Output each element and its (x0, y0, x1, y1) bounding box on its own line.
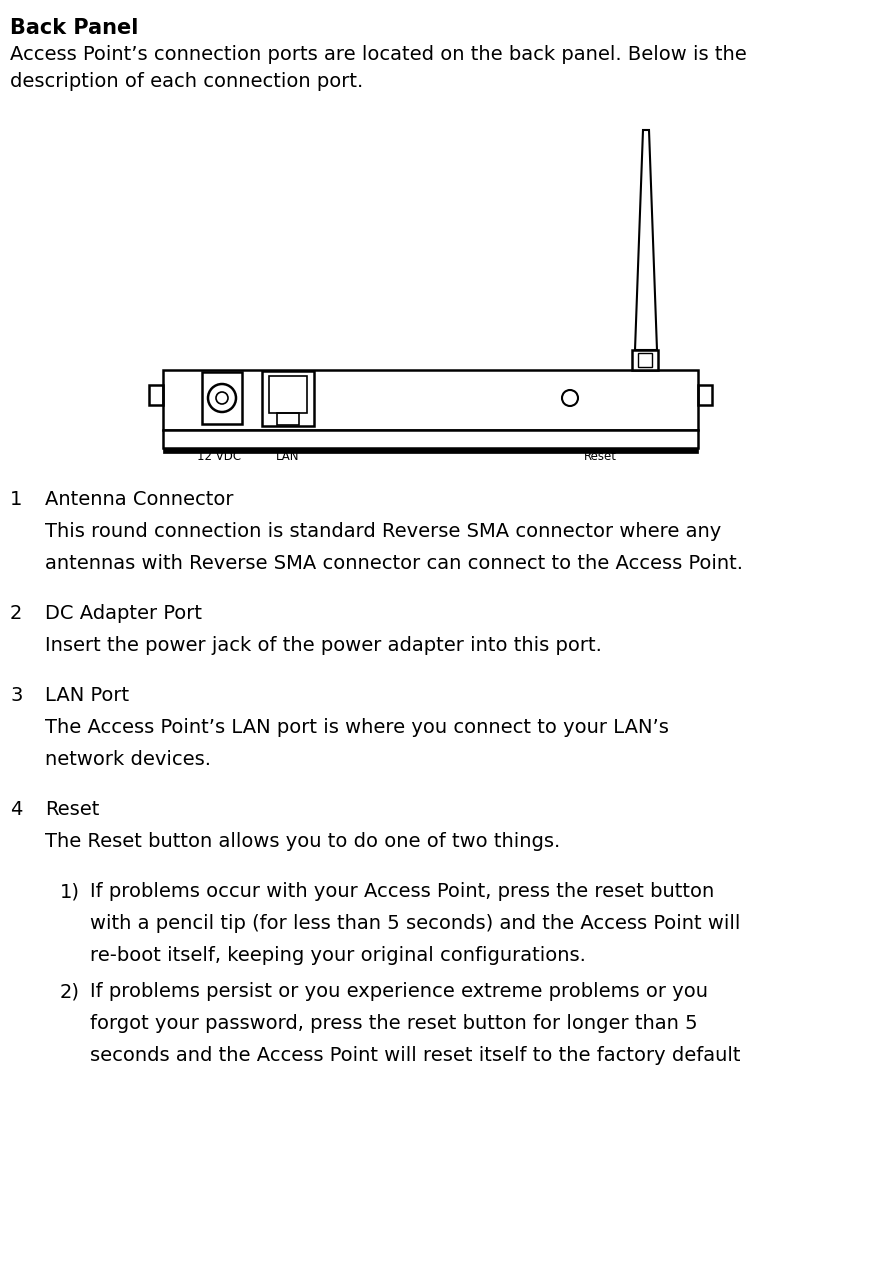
Text: network devices.: network devices. (45, 750, 211, 769)
Text: 2: 2 (10, 604, 23, 622)
Text: The Access Point’s LAN port is where you connect to your LAN’s: The Access Point’s LAN port is where you… (45, 718, 669, 737)
Text: 1): 1) (60, 882, 80, 901)
Text: description of each connection port.: description of each connection port. (10, 72, 363, 91)
Polygon shape (638, 353, 652, 367)
Text: If problems persist or you experience extreme problems or you: If problems persist or you experience ex… (90, 982, 708, 1001)
Polygon shape (262, 371, 314, 426)
Text: Reset: Reset (45, 800, 99, 819)
Text: DC Adapter Port: DC Adapter Port (45, 604, 202, 622)
Text: forgot your password, press the reset button for longer than 5: forgot your password, press the reset bu… (90, 1013, 698, 1033)
Polygon shape (635, 130, 657, 350)
Text: This round connection is standard Reverse SMA connector where any: This round connection is standard Revers… (45, 521, 721, 541)
Text: Reset: Reset (583, 450, 616, 463)
Circle shape (208, 383, 236, 412)
Text: seconds and the Access Point will reset itself to the factory default: seconds and the Access Point will reset … (90, 1045, 740, 1065)
Text: re-boot itself, keeping your original configurations.: re-boot itself, keeping your original co… (90, 946, 586, 965)
Polygon shape (632, 350, 658, 371)
Polygon shape (163, 449, 698, 452)
Text: 2): 2) (60, 982, 80, 1001)
Text: If problems occur with your Access Point, press the reset button: If problems occur with your Access Point… (90, 882, 714, 901)
Text: Access Point’s connection ports are located on the back panel. Below is the: Access Point’s connection ports are loca… (10, 45, 746, 64)
Text: 1: 1 (10, 489, 23, 509)
Polygon shape (163, 429, 698, 449)
Text: The Reset button allows you to do one of two things.: The Reset button allows you to do one of… (45, 832, 561, 851)
Text: Insert the power jack of the power adapter into this port.: Insert the power jack of the power adapt… (45, 636, 602, 656)
Text: Back Panel: Back Panel (10, 18, 138, 38)
Text: with a pencil tip (for less than 5 seconds) and the Access Point will: with a pencil tip (for less than 5 secon… (90, 914, 740, 933)
Text: LAN Port: LAN Port (45, 686, 129, 705)
Text: 4: 4 (10, 800, 23, 819)
Text: LAN: LAN (276, 450, 300, 463)
Text: Antenna Connector: Antenna Connector (45, 489, 234, 509)
Text: 3: 3 (10, 686, 23, 705)
Text: 12 VDC: 12 VDC (197, 450, 241, 463)
Polygon shape (202, 372, 242, 424)
Text: antennas with Reverse SMA connector can connect to the Access Point.: antennas with Reverse SMA connector can … (45, 553, 743, 573)
